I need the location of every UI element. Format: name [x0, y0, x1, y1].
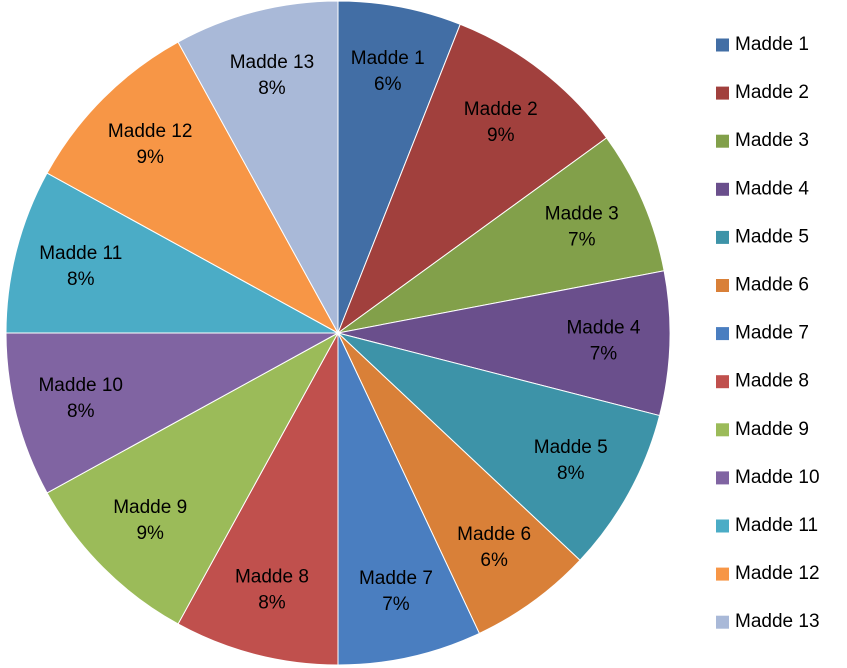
data-label-name: Madde 2: [464, 99, 538, 120]
legend-label: Madde 10: [735, 467, 820, 488]
data-label-value: 7%: [590, 343, 618, 364]
legend-label: Madde 3: [735, 130, 809, 151]
slice: [5, 172, 339, 334]
slice: [177, 0, 339, 334]
slice: [337, 137, 665, 334]
data-label-value: 8%: [67, 401, 95, 422]
slice: [337, 270, 671, 417]
legend-label: Madde 9: [735, 419, 809, 440]
slice: [177, 332, 339, 666]
legend-swatch: [716, 567, 729, 581]
data-label-name: Madde 3: [545, 204, 619, 225]
data-label-value: 9%: [136, 523, 164, 544]
data-label-name: Madde 12: [108, 121, 193, 142]
data-label-name: Madde 10: [38, 375, 123, 396]
data-label-name: Madde 13: [230, 52, 315, 73]
data-label-name: Madde 11: [39, 243, 122, 264]
data-label-value: 9%: [136, 147, 164, 168]
legend-label: Madde 1: [735, 34, 809, 55]
data-label-value: 7%: [382, 594, 410, 615]
legend-swatch: [716, 279, 729, 292]
legend-label: Madde 8: [735, 371, 809, 392]
data-label-value: 8%: [258, 78, 286, 99]
data-label-name: Madde 9: [113, 497, 187, 518]
legend-swatch: [716, 471, 729, 485]
legend-swatch: [716, 38, 729, 52]
data-label-name: Madde 5: [534, 437, 608, 458]
legend-label: Madde 13: [735, 611, 820, 632]
legend-swatch: [716, 86, 729, 100]
slice: [337, 332, 661, 561]
legend-swatch: [716, 375, 729, 389]
legend-label: Madde 12: [735, 563, 820, 584]
data-label-value: 6%: [374, 74, 402, 95]
slice: [5, 332, 339, 494]
legend-label: Madde 7: [735, 323, 809, 344]
data-label-value: 7%: [568, 230, 596, 251]
slice: [337, 332, 481, 666]
data-label-name: Madde 8: [235, 566, 309, 587]
slice: [336, 23, 608, 335]
data-label-name: Madde 6: [457, 524, 531, 545]
data-label-value: 8%: [258, 592, 286, 613]
slice: [46, 41, 340, 335]
legend-label: Madde 2: [735, 82, 809, 103]
legend-label: Madde 4: [735, 178, 809, 199]
legend-swatch: [716, 615, 729, 629]
slice: [46, 331, 340, 625]
slice: [337, 332, 581, 635]
data-label-value: 6%: [480, 550, 508, 571]
legend-swatch: [716, 182, 729, 196]
legend-swatch: [716, 519, 729, 533]
legend-swatch: [716, 327, 729, 341]
legend-swatch: [716, 230, 729, 244]
legend-label: Madde 6: [735, 275, 809, 296]
data-label-name: Madde 1: [351, 48, 425, 69]
legend-swatch: [716, 134, 729, 148]
legend-label: Madde 11: [735, 515, 818, 536]
data-label-value: 8%: [67, 269, 95, 290]
data-label-value: 8%: [557, 463, 585, 484]
data-label-value: 9%: [487, 125, 515, 146]
data-label-name: Madde 7: [359, 568, 433, 589]
legend-swatch: [716, 423, 729, 437]
data-label-name: Madde 4: [566, 317, 640, 338]
slice: [337, 0, 461, 334]
legend-label: Madde 5: [735, 226, 809, 247]
